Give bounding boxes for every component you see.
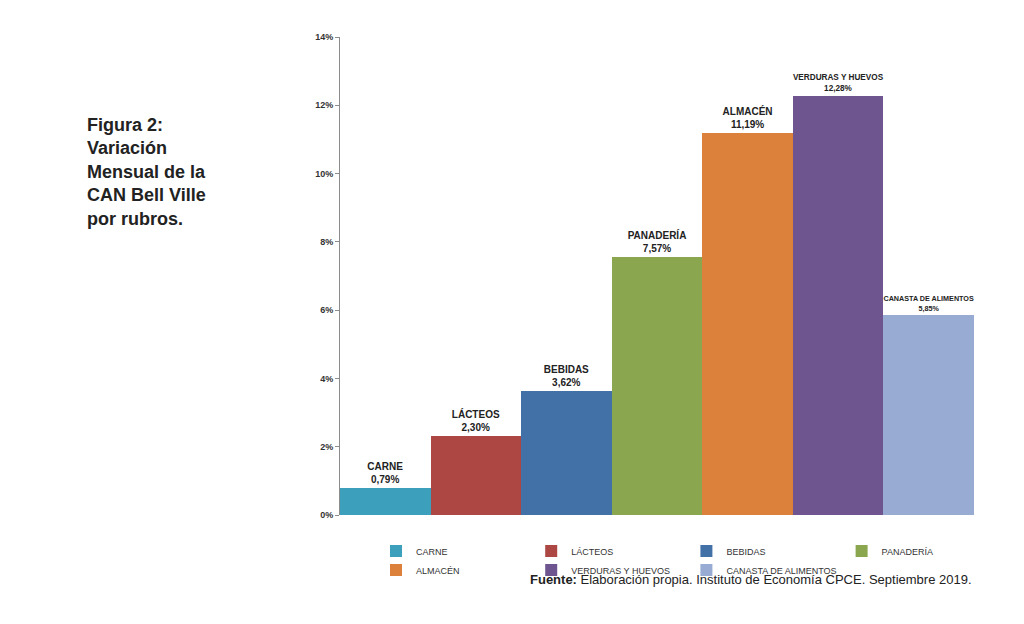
svg-text:4%: 4% xyxy=(320,374,333,384)
svg-text:CARNE: CARNE xyxy=(416,547,448,557)
svg-text:6%: 6% xyxy=(320,305,333,315)
svg-text:CANASTA DE ALIMENTOS: CANASTA DE ALIMENTOS xyxy=(726,566,836,576)
svg-text:0%: 0% xyxy=(320,510,333,520)
svg-text:CARNE0,79%: CARNE0,79% xyxy=(367,461,403,485)
svg-text:10%: 10% xyxy=(315,169,333,179)
svg-text:2%: 2% xyxy=(320,442,333,452)
svg-text:CANASTA DE ALIMENTOS5,85%: CANASTA DE ALIMENTOS5,85% xyxy=(883,294,973,312)
svg-text:12%: 12% xyxy=(315,100,333,110)
svg-text:BEBIDAS3,62%: BEBIDAS3,62% xyxy=(544,364,589,388)
svg-text:LÁCTEOS: LÁCTEOS xyxy=(571,547,613,557)
svg-text:Fuente: Elaboración propia. In: Fuente: Elaboración propia. Instituto de… xyxy=(530,572,972,587)
svg-text:VERDURAS Y HUEVOS: VERDURAS Y HUEVOS xyxy=(571,566,670,576)
svg-text:14%: 14% xyxy=(315,32,333,42)
svg-text:Figura 2:VariaciónMensual de l: Figura 2:VariaciónMensual de laCAN Bell … xyxy=(87,115,206,229)
svg-text:PANADERÍA: PANADERÍA xyxy=(882,547,933,557)
svg-text:ALMACÉN: ALMACÉN xyxy=(416,566,460,576)
svg-text:VERDURAS Y HUEVOS12,28%: VERDURAS Y HUEVOS12,28% xyxy=(793,73,884,93)
svg-text:8%: 8% xyxy=(320,237,333,247)
svg-text:LÁCTEOS2,30%: LÁCTEOS2,30% xyxy=(452,408,500,433)
svg-text:PANADERÍA7,57%: PANADERÍA7,57% xyxy=(628,229,687,254)
svg-text:BEBIDAS: BEBIDAS xyxy=(726,547,765,557)
svg-text:ALMACÉN11,19%: ALMACÉN11,19% xyxy=(723,105,773,130)
